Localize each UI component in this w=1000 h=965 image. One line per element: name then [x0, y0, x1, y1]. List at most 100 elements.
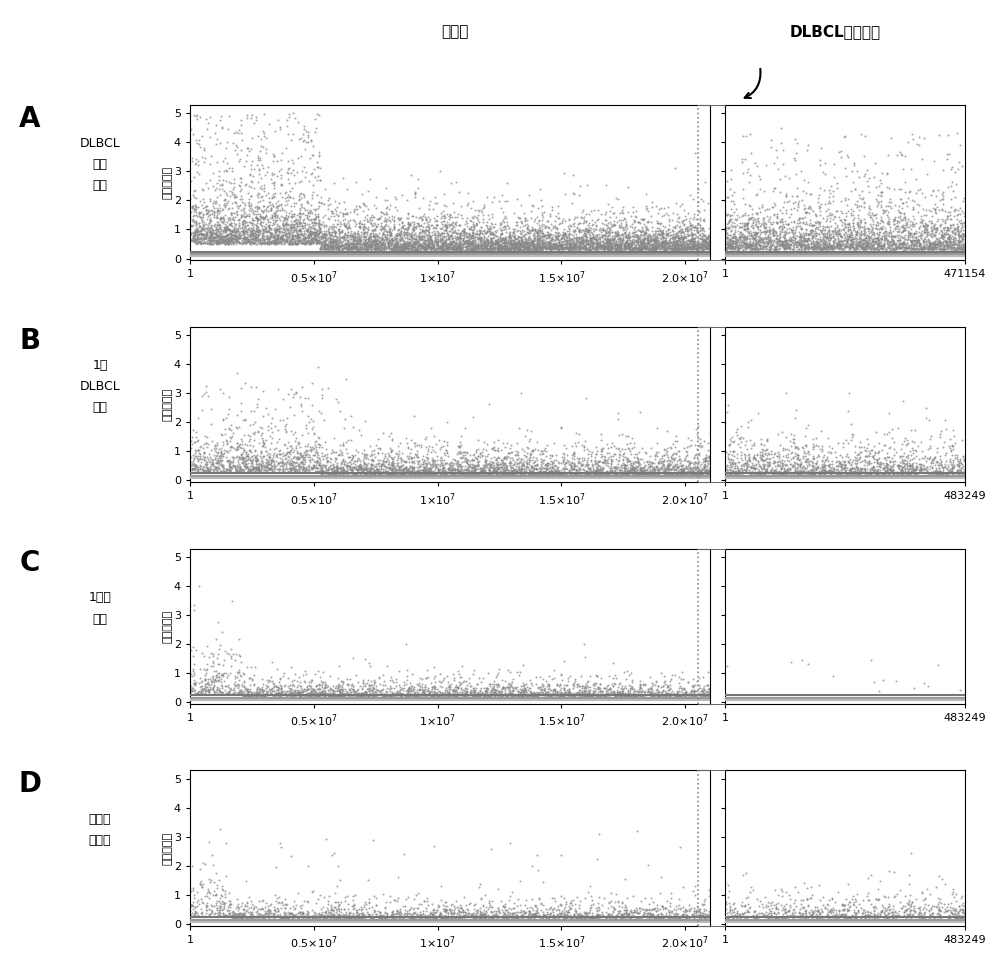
Point — [691, 901, 707, 917]
Point — [951, 457, 967, 473]
Point — [205, 680, 221, 696]
Point — [533, 461, 549, 477]
Point — [768, 225, 784, 240]
Point — [277, 234, 293, 249]
Point — [601, 234, 617, 250]
Point — [522, 450, 538, 465]
Point — [927, 217, 943, 233]
Point — [636, 225, 652, 240]
Point — [344, 464, 360, 480]
Point — [239, 448, 255, 463]
Point — [262, 461, 278, 477]
Point — [433, 233, 449, 248]
Point — [345, 240, 361, 256]
Point — [271, 455, 287, 471]
Point — [722, 902, 738, 918]
Point — [466, 680, 482, 696]
Point — [319, 452, 335, 467]
Point — [676, 239, 692, 255]
Point — [932, 238, 948, 254]
Point — [198, 229, 214, 244]
Point — [668, 241, 684, 257]
Point — [207, 672, 223, 687]
Point — [621, 241, 637, 257]
Point — [320, 896, 336, 911]
Point — [696, 909, 712, 924]
Point — [848, 237, 864, 253]
Point — [434, 226, 450, 241]
Point — [589, 463, 605, 479]
Point — [486, 219, 502, 234]
Point — [283, 236, 299, 252]
Point — [375, 687, 391, 703]
Point — [287, 900, 303, 916]
Point — [530, 464, 546, 480]
Point — [442, 686, 458, 702]
Point — [336, 685, 352, 701]
Point — [730, 238, 746, 254]
Point — [492, 220, 508, 235]
Point — [935, 439, 951, 455]
Point — [211, 642, 227, 657]
Point — [376, 223, 392, 238]
Point — [551, 237, 567, 253]
Point — [254, 455, 270, 471]
Point — [777, 168, 793, 183]
Point — [186, 229, 202, 244]
Point — [321, 907, 337, 923]
Point — [356, 229, 372, 244]
Point — [318, 685, 334, 701]
Point — [280, 161, 296, 177]
Point — [300, 235, 316, 251]
Point — [574, 457, 590, 473]
Point — [656, 459, 672, 475]
Point — [489, 459, 505, 475]
Point — [831, 240, 847, 256]
Point — [752, 238, 768, 254]
Point — [427, 230, 443, 245]
Point — [579, 689, 595, 704]
Point — [665, 451, 681, 466]
Point — [819, 228, 835, 243]
Point — [945, 237, 961, 253]
Point — [341, 450, 357, 465]
Point — [466, 689, 482, 704]
Point — [860, 179, 876, 194]
Point — [437, 467, 453, 482]
Point — [320, 193, 336, 208]
Point — [323, 240, 339, 256]
Point — [913, 462, 929, 478]
Point — [549, 222, 565, 237]
Point — [409, 446, 425, 461]
Point — [886, 467, 902, 482]
Point — [284, 909, 300, 924]
Point — [391, 241, 407, 257]
Point — [796, 875, 812, 891]
Point — [377, 461, 393, 477]
Point — [502, 678, 518, 694]
Point — [278, 234, 294, 249]
Point — [192, 235, 208, 251]
Point — [493, 463, 509, 479]
Point — [527, 457, 543, 473]
Point — [669, 458, 685, 474]
Point — [420, 686, 436, 702]
Point — [241, 143, 257, 158]
Point — [873, 221, 889, 236]
Point — [426, 901, 442, 917]
Point — [401, 228, 417, 243]
Point — [468, 465, 484, 481]
Point — [442, 235, 458, 251]
Point — [526, 241, 542, 257]
Point — [617, 678, 633, 694]
Point — [809, 240, 825, 256]
Point — [301, 415, 317, 430]
Point — [223, 422, 239, 437]
Point — [756, 466, 772, 482]
Point — [431, 688, 447, 703]
Point — [350, 242, 366, 258]
Point — [693, 238, 709, 254]
Point — [744, 236, 760, 252]
Point — [815, 240, 831, 256]
Point — [868, 892, 884, 907]
